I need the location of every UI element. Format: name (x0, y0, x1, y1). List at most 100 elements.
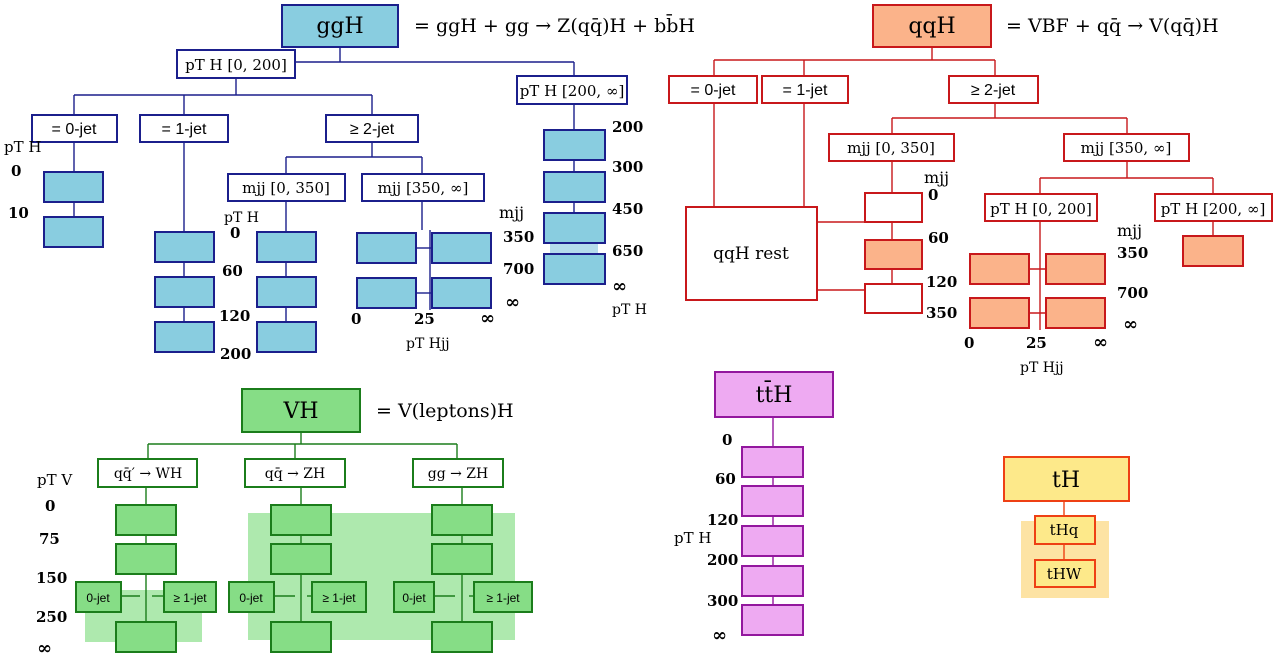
qqH-pt-low: pT H [0, 200] (990, 200, 1092, 218)
bin (741, 446, 804, 478)
bin (154, 276, 215, 308)
bin (270, 543, 332, 575)
qqH-definition: = VBF + qq̄ → V(qq̄)H (1006, 15, 1219, 37)
qqH-title-box (872, 4, 992, 48)
tick: 350 (503, 228, 534, 246)
ggH-pt-high-box (516, 75, 628, 105)
ggH-tick-labels: pT H 0 10 60 120 200 pT H 0 0 25 ∞ pT Hj… (4, 118, 647, 363)
bin (256, 231, 317, 263)
VH-definition: = V(leptons)H (376, 400, 514, 422)
bin (741, 565, 804, 597)
bin (543, 212, 606, 244)
qqH-mjj-bin-1 (864, 239, 923, 270)
bin (969, 253, 1030, 285)
ggH-1jet: = 1-jet (162, 121, 207, 138)
qqH-connectors (713, 47, 1214, 330)
bin (543, 253, 606, 285)
qqH-title: qqH (908, 14, 955, 39)
ggH-pt-low: pT H [0, 200] (185, 56, 287, 74)
VH-ggzh-box (412, 458, 504, 488)
ggH-0jet-box (31, 114, 118, 143)
VH-wh-box (97, 458, 198, 488)
qqH-tree: qqH = VBF + qq̄ → V(qq̄)H = 0-jet = 1-je… (668, 4, 1273, 376)
tick: 60 (928, 229, 949, 247)
tick: 120 (219, 307, 250, 325)
bin (741, 525, 804, 557)
qqH-pt-high: pT H [200, ∞] (1161, 200, 1266, 218)
ggH-0jet: = 0-jet (52, 121, 97, 138)
bin (431, 543, 493, 575)
VH-tree: VH = V(leptons)H qq̄′ → WH qq̄ → ZH gg →… (36, 388, 533, 656)
VH-wh-0jet-box (75, 581, 122, 613)
tick: 10 (8, 204, 29, 222)
ggH-1jet-bins (154, 231, 215, 353)
bin (1182, 235, 1244, 267)
ggH-mjjlow-bins (256, 231, 317, 353)
ggH-highpt-bins (543, 129, 606, 285)
qqH-mjj-axis-label2: mjj (1117, 221, 1142, 240)
qqH-mjj-low: mjj [0, 350] (847, 139, 935, 157)
VH-ggzh-1jet: ≥ 1-jet (486, 591, 520, 605)
ggH-2jet: ≥ 2-jet (350, 121, 395, 138)
tH-thw-box (1034, 559, 1096, 588)
tick: 700 (1117, 284, 1148, 302)
bin (431, 621, 493, 653)
ggH-tree: ggH = ggH + gg → Z(qq̄)H + bb̄H pT H [0,… (4, 4, 695, 363)
tick: ∞ (1093, 332, 1108, 353)
tH-title: tH (1052, 468, 1080, 493)
qqH-1jet-box (761, 75, 849, 104)
ttH-title: tt̄H (756, 380, 793, 408)
bin (1045, 297, 1106, 329)
VH-zh-box (244, 458, 346, 488)
qqH-pt-high-box (1154, 193, 1273, 222)
tick: 0 (928, 186, 938, 204)
bin (431, 504, 493, 536)
bin (431, 277, 492, 309)
tick: 0 (11, 162, 21, 180)
tick: 0 (351, 310, 361, 328)
VH-zh: qq̄ → ZH (265, 466, 326, 482)
bin (256, 321, 317, 353)
tick: 350 (1117, 244, 1148, 262)
qqH-0jet-box (668, 75, 758, 104)
tick: 300 (707, 592, 738, 610)
bin (43, 171, 104, 203)
tick: 350 (926, 304, 957, 322)
VH-bins (115, 504, 493, 653)
tick: 60 (222, 262, 243, 280)
VH-zh-0jet: 0-jet (239, 591, 263, 605)
qqH-2jet: ≥ 2-jet (971, 82, 1016, 99)
ttH-tree: tt̄H pT H 0 60 120 200 300 ∞ (674, 371, 834, 646)
tick: ∞ (1123, 314, 1138, 335)
tH-title-box (1003, 456, 1130, 502)
bin (356, 277, 417, 309)
VH-wh-1jet-box (163, 581, 217, 613)
bin (1045, 253, 1106, 285)
ggH-high-axis-label: pT H (612, 302, 647, 318)
ggH-0jet-bins (43, 171, 104, 248)
qqH-2jet-box (948, 75, 1039, 104)
tick: 250 (36, 608, 67, 626)
ttH-bins (741, 446, 804, 636)
bin (43, 216, 104, 248)
qqH-pt-low-box (984, 193, 1098, 222)
VH-zh-1jet: ≥ 1-jet (322, 591, 356, 605)
ggH-mjj-high-box (361, 173, 485, 202)
bin (431, 232, 492, 264)
ggH-vbf-links (416, 247, 432, 294)
qqH-rest-box (685, 206, 818, 301)
tick: ∞ (505, 292, 520, 313)
tick: 120 (707, 511, 738, 529)
qqH-0jet: = 0-jet (691, 82, 736, 99)
ggH-pt-axis-label: pT H (4, 138, 41, 156)
tick: 700 (503, 260, 534, 278)
bin (741, 604, 804, 636)
VH-title-box (241, 388, 361, 433)
bin (543, 171, 606, 203)
ttH-tick-labels: pT H 0 60 120 200 300 ∞ (674, 431, 738, 646)
ggH-1jet-box (139, 114, 229, 143)
tick: 300 (612, 158, 643, 176)
ggH-mjj-low-box (227, 173, 346, 202)
qqH-1jet: = 1-jet (783, 82, 828, 99)
